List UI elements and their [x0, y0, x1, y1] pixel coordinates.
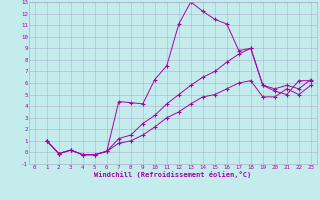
- X-axis label: Windchill (Refroidissement éolien,°C): Windchill (Refroidissement éolien,°C): [94, 171, 252, 178]
